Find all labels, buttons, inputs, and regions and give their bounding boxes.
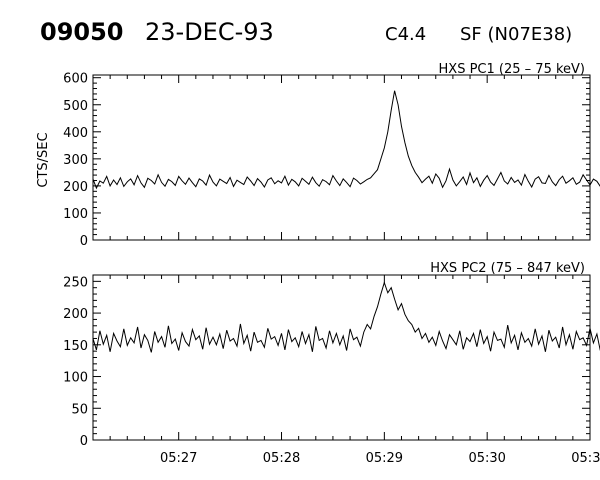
event-date: 23-DEC-93 xyxy=(145,18,274,46)
flare-location: SF (N07E38) xyxy=(460,24,572,45)
x-tick-label: 05:28 xyxy=(263,451,300,466)
panel-pc1-x-axis xyxy=(92,75,591,240)
y-tick-label: 600 xyxy=(63,72,88,87)
x-tick-label: 05:27 xyxy=(160,451,197,466)
panel-pc2-series xyxy=(92,280,600,353)
y-tick-label: 250 xyxy=(63,275,88,290)
x-tick-label: 05:31 xyxy=(571,451,600,466)
panel-pc1-ylabel: CTS/SEC xyxy=(36,132,51,187)
panel-pc2: HXS PC2 (75 – 847 keV) 0 50 100 150 200 250 0… xyxy=(63,261,600,466)
event-number: 09050 xyxy=(40,18,124,46)
x-tick-label: 05:30 xyxy=(468,451,505,466)
x-tick-label: 05:29 xyxy=(366,451,403,466)
panel-pc1-plot-frame xyxy=(92,74,591,241)
y-tick-label: 200 xyxy=(63,180,88,195)
panel-pc1-y-axis: 0 100 200 300 400 500 600 xyxy=(63,72,590,249)
panel-pc1-title: HXS PC1 (25 – 75 keV) xyxy=(439,62,585,77)
y-tick-label: 500 xyxy=(63,99,88,114)
y-tick-label: 0 xyxy=(80,434,88,449)
panel-pc2-title: HXS PC2 (75 – 847 keV) xyxy=(430,261,585,276)
goes-class: C4.4 xyxy=(385,24,426,45)
y-tick-label: 0 xyxy=(80,234,88,249)
y-tick-label: 100 xyxy=(63,371,88,386)
count-rate-line xyxy=(92,280,600,353)
y-tick-label: 100 xyxy=(63,207,88,222)
y-tick-label: 300 xyxy=(63,153,88,168)
count-rate-line xyxy=(92,90,600,190)
y-tick-label: 50 xyxy=(71,402,88,417)
panel-pc1: HXS PC1 (25 – 75 keV) CTS/SEC 0 100 200 300… xyxy=(36,62,600,249)
y-tick-label: 200 xyxy=(63,307,88,322)
panel-pc1-series xyxy=(92,90,600,190)
y-tick-label: 150 xyxy=(63,339,88,354)
panel-pc2-y-axis: 0 50 100 150 200 250 xyxy=(63,275,590,449)
panel-pc2-x-axis: 05:27 05:28 05:29 05:30 05:31 xyxy=(92,275,600,466)
y-tick-label: 400 xyxy=(63,126,88,141)
